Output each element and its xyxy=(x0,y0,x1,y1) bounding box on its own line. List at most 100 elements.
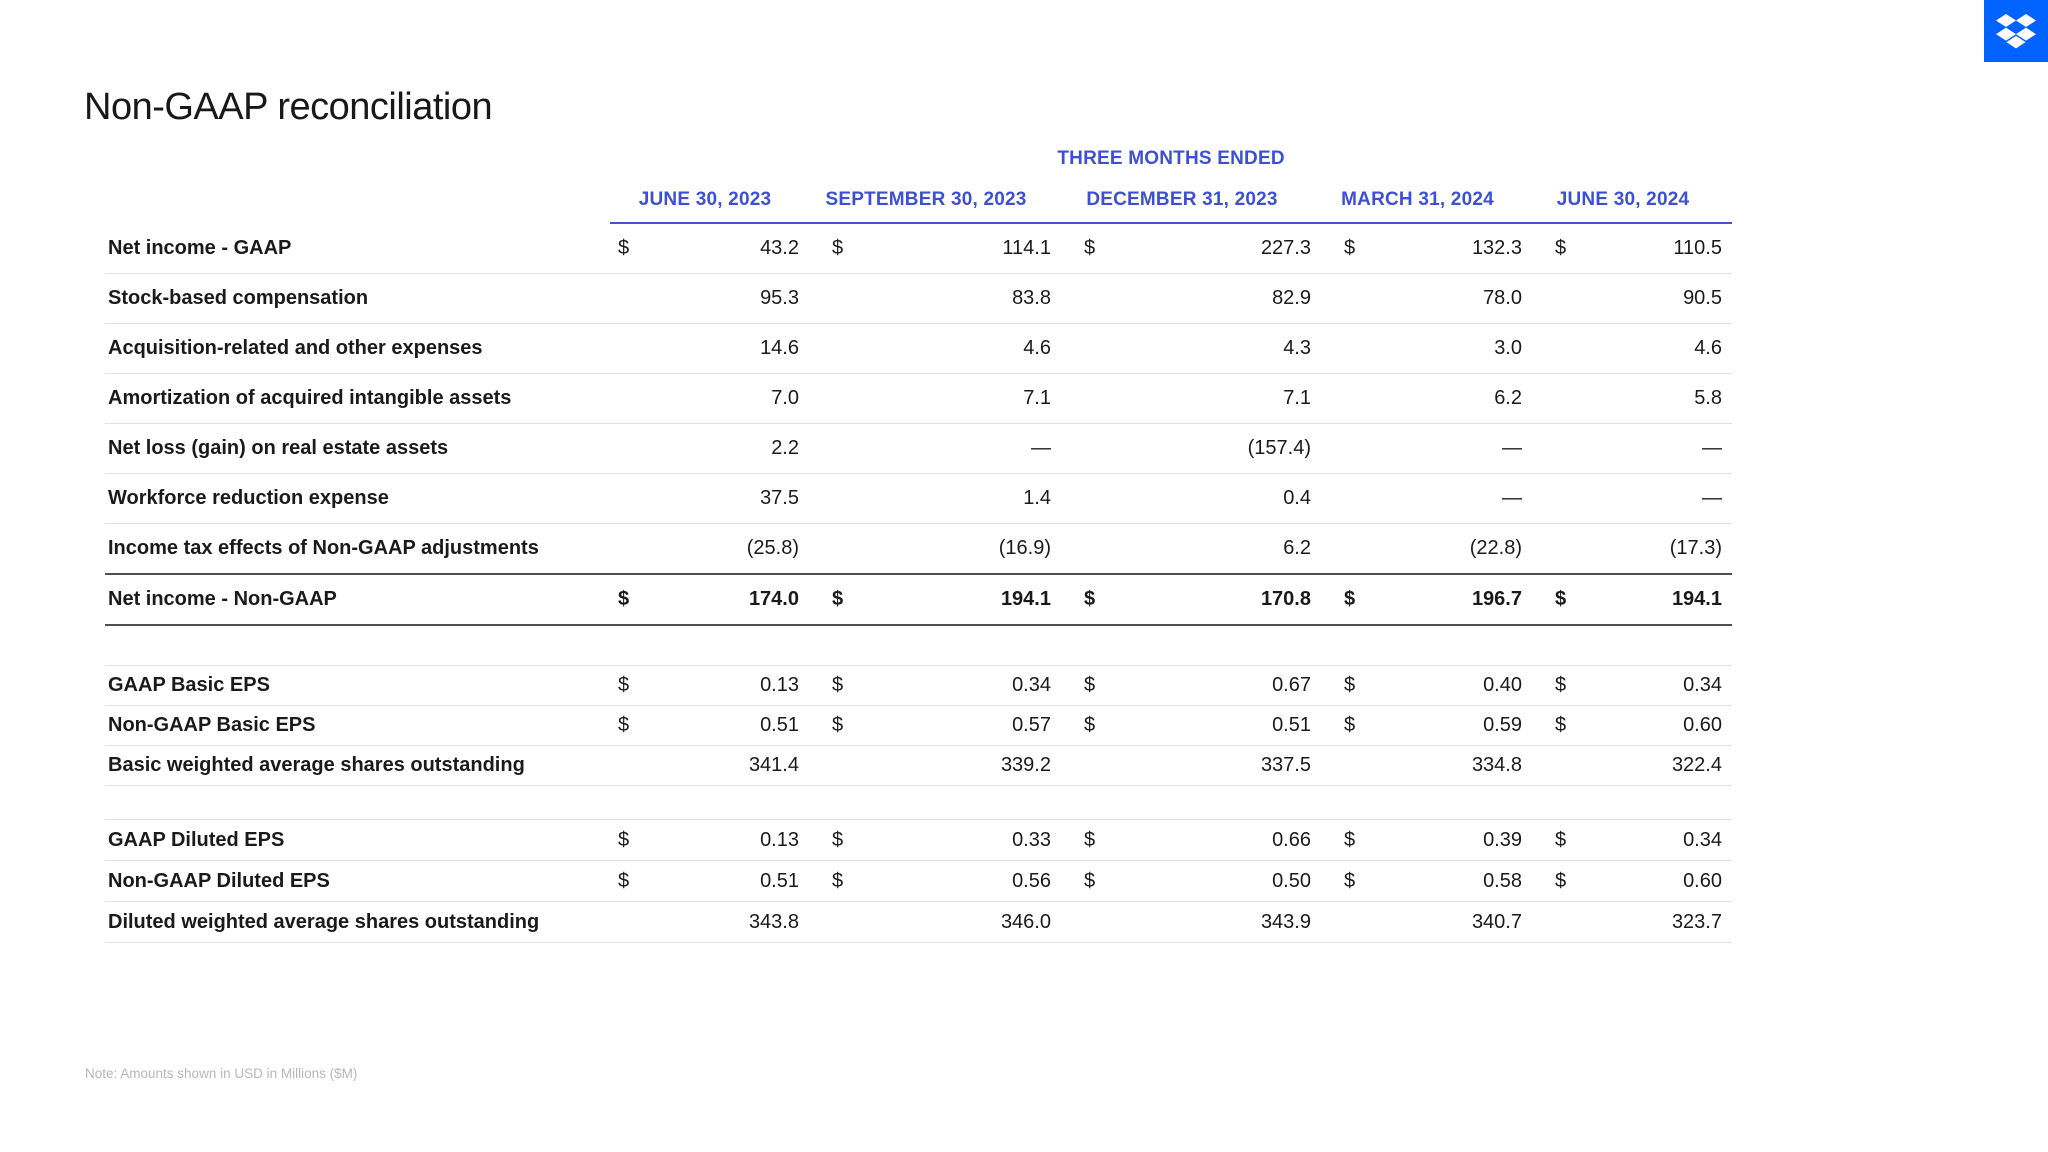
dollar-sign-cell xyxy=(610,901,650,943)
row-label: Acquisition-related and other expenses xyxy=(105,323,610,374)
dollar-sign-cell: $ xyxy=(610,573,650,626)
dollar-sign-cell xyxy=(610,373,650,424)
dollar-sign-cell xyxy=(1052,423,1122,474)
cell-value: 0.51 xyxy=(1122,705,1312,746)
table-row: Net income - Non-GAAP $174.0 $194.1 $170.8 $… xyxy=(105,573,1733,626)
dollar-sign-cell: $ xyxy=(610,223,650,274)
cell-value: 0.58 xyxy=(1382,860,1523,902)
dollar-sign-cell: $ xyxy=(1523,860,1593,902)
column-header-4: JUNE 30, 2024 xyxy=(1523,178,1723,224)
empty-cell xyxy=(1723,273,1733,324)
cell-value: 0.51 xyxy=(650,860,800,902)
cell-value: (157.4) xyxy=(1122,423,1312,474)
cell-value: 78.0 xyxy=(1382,273,1523,324)
dollar-sign-cell: $ xyxy=(1052,665,1122,706)
cell-value: 339.2 xyxy=(870,745,1052,786)
cell-value: — xyxy=(1382,423,1523,474)
cell-value: 170.8 xyxy=(1122,573,1312,626)
dollar-sign-cell xyxy=(610,473,650,524)
cell-value: — xyxy=(1593,473,1723,524)
non-gaap-reconciliation-table: THREE MONTHS ENDED JUNE 30, 2023 SEPTEMBE… xyxy=(105,140,1733,943)
dollar-sign-cell xyxy=(800,423,870,474)
dollar-sign-cell xyxy=(1052,373,1122,424)
row-label: Net income - Non-GAAP xyxy=(105,573,610,626)
dollar-sign-cell: $ xyxy=(610,665,650,706)
cell-value: (22.8) xyxy=(1382,523,1523,575)
cell-value: (17.3) xyxy=(1593,523,1723,575)
dollar-sign-cell xyxy=(610,323,650,374)
cell-value: 0.60 xyxy=(1593,860,1723,902)
footnote: Note: Amounts shown in USD in Millions (… xyxy=(85,1066,358,1081)
dollar-sign-cell xyxy=(1312,373,1382,424)
dollar-sign-cell: $ xyxy=(1052,860,1122,902)
cell-value: 6.2 xyxy=(1122,523,1312,575)
empty-cell xyxy=(1723,819,1733,861)
dollar-sign-cell: $ xyxy=(1312,573,1382,626)
cell-value: 0.34 xyxy=(1593,665,1723,706)
row-label: Non-GAAP Basic EPS xyxy=(105,705,610,746)
cell-value: 0.60 xyxy=(1593,705,1723,746)
cell-value: — xyxy=(1593,423,1723,474)
dollar-sign-cell: $ xyxy=(610,819,650,861)
table-row: Basic weighted average shares outstandin… xyxy=(105,745,1733,786)
cell-value: — xyxy=(870,423,1052,474)
dollar-sign-cell xyxy=(800,745,870,786)
cell-value: 110.5 xyxy=(1593,223,1723,274)
dollar-sign-cell xyxy=(610,745,650,786)
cell-value: 194.1 xyxy=(1593,573,1723,626)
dollar-sign-cell: $ xyxy=(1052,819,1122,861)
dollar-sign-cell: $ xyxy=(800,573,870,626)
empty-cell xyxy=(1723,373,1733,424)
row-label: Amortization of acquired intangible asse… xyxy=(105,373,610,424)
dollar-sign-cell xyxy=(800,323,870,374)
dollar-sign-cell xyxy=(610,423,650,474)
dollar-sign-cell: $ xyxy=(1052,223,1122,274)
dollar-sign-cell xyxy=(610,523,650,575)
cell-value: 4.6 xyxy=(1593,323,1723,374)
table-row: Stock-based compensation 95.3 83.8 82.9 78.0… xyxy=(105,273,1733,324)
empty-cell xyxy=(105,140,610,178)
cell-value: 4.6 xyxy=(870,323,1052,374)
empty-cell xyxy=(1723,573,1733,626)
empty-cell xyxy=(1723,473,1733,524)
cell-value: 0.39 xyxy=(1382,819,1523,861)
cell-value: (25.8) xyxy=(650,523,800,575)
cell-value: 0.34 xyxy=(1593,819,1723,861)
dollar-sign-cell: $ xyxy=(1312,665,1382,706)
table-row: GAAP Diluted EPS $0.13 $0.33 $0.66 $0.39 $0.3… xyxy=(105,819,1733,861)
dollar-sign-cell: $ xyxy=(800,860,870,902)
cell-value: — xyxy=(1382,473,1523,524)
page-title: Non-GAAP reconciliation xyxy=(84,86,493,128)
row-label: Income tax effects of Non-GAAP adjustmen… xyxy=(105,523,610,575)
section-spacer xyxy=(105,625,1733,666)
table-row: Diluted weighted average shares outstand… xyxy=(105,901,1733,943)
dollar-sign-cell: $ xyxy=(610,860,650,902)
row-label: Basic weighted average shares outstandin… xyxy=(105,745,610,786)
column-headers-row: JUNE 30, 2023 SEPTEMBER 30, 2023 DECEMBER … xyxy=(105,178,1733,224)
cell-value: 114.1 xyxy=(870,223,1052,274)
empty-cell xyxy=(1723,745,1733,786)
dollar-sign-cell: $ xyxy=(800,819,870,861)
dollar-sign-cell xyxy=(1052,901,1122,943)
cell-value: 0.67 xyxy=(1122,665,1312,706)
cell-value: 0.13 xyxy=(650,819,800,861)
dollar-sign-cell xyxy=(1523,373,1593,424)
empty-cell xyxy=(1723,323,1733,374)
row-label: Workforce reduction expense xyxy=(105,473,610,524)
dollar-sign-cell: $ xyxy=(1523,223,1593,274)
cell-value: 1.4 xyxy=(870,473,1052,524)
cell-value: 2.2 xyxy=(650,423,800,474)
column-header-3: MARCH 31, 2024 xyxy=(1312,178,1523,224)
dollar-sign-cell xyxy=(800,473,870,524)
dollar-sign-cell xyxy=(1312,745,1382,786)
cell-value: 323.7 xyxy=(1593,901,1723,943)
cell-value: 0.57 xyxy=(870,705,1052,746)
table-row: Income tax effects of Non-GAAP adjustmen… xyxy=(105,523,1733,575)
group-header-row: THREE MONTHS ENDED xyxy=(105,140,1732,178)
empty-cell xyxy=(1723,665,1733,706)
dollar-sign-cell xyxy=(1052,523,1122,575)
cell-value: 6.2 xyxy=(1382,373,1523,424)
dollar-sign-cell: $ xyxy=(1052,705,1122,746)
dollar-sign-cell xyxy=(1312,323,1382,374)
dropbox-glyph xyxy=(1996,13,2036,48)
